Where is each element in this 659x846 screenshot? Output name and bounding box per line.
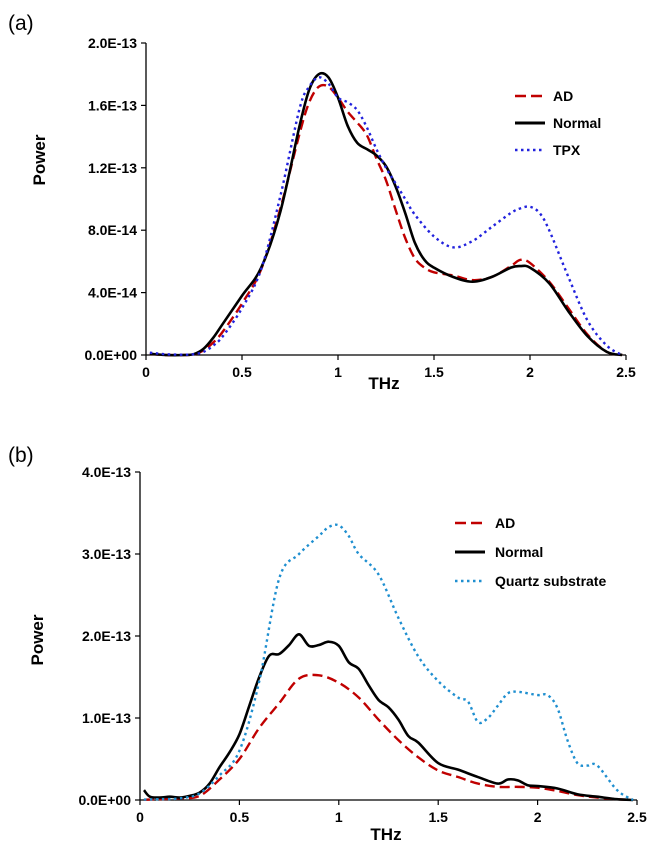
x-tick-label: 2: [526, 364, 534, 380]
x-tick-label: 1: [335, 809, 343, 825]
x-tick-label: 0.5: [232, 364, 252, 380]
y-tick-label: 8.0E-14: [88, 222, 137, 238]
x-tick-label: 2.5: [627, 809, 647, 825]
legend-label: TPX: [553, 142, 581, 158]
y-tick-label: 4.0E-14: [88, 285, 137, 301]
y-tick-label: 3.0E-13: [82, 546, 131, 562]
y-axis-title: Power: [28, 614, 47, 665]
panel-label: (b): [8, 444, 34, 467]
series-line-quartz-substrate: [143, 523, 634, 802]
x-axis-title: THz: [370, 825, 401, 844]
y-tick-label: 1.2E-13: [88, 160, 137, 176]
series-line-tpx: [149, 76, 623, 357]
y-tick-label: 1.6E-13: [88, 97, 137, 113]
x-tick-label: 2.5: [616, 364, 636, 380]
series-line-ad: [149, 83, 623, 357]
legend-label: Normal: [495, 544, 543, 560]
x-axis-title: THz: [368, 374, 399, 393]
chart-panel-a: (a) 0.0E+00 4.0E-14 8.0E-14 1.2E-13 1.6E-13 2.…: [8, 12, 636, 393]
x-tick-label: 2: [534, 809, 542, 825]
legend-label: AD: [553, 88, 573, 104]
series-line-normal: [142, 633, 634, 802]
y-tick-label: 0.0E+00: [84, 347, 137, 363]
legend-label: Quartz substrate: [495, 573, 606, 589]
y-axis-title: Power: [30, 134, 49, 185]
x-tick-label: 0: [136, 809, 144, 825]
chart-panel-b: (b) 0.0E+00 1.0E-13 2.0E-13 3.0E-13 4.0E-13 0 0…: [8, 444, 647, 844]
x-tick-label: 1.5: [424, 364, 444, 380]
x-tick-label: 0: [142, 364, 150, 380]
series-line-normal: [149, 71, 623, 357]
x-tick-label: 1.5: [428, 809, 448, 825]
x-tick-label: 1: [334, 364, 342, 380]
y-tick-label: 2.0E-13: [88, 35, 137, 51]
y-tick-label: 0.0E+00: [78, 792, 131, 808]
panel-label: (a): [8, 12, 34, 35]
legend-label: Normal: [553, 115, 601, 131]
y-tick-label: 1.0E-13: [82, 710, 131, 726]
y-tick-label: 2.0E-13: [82, 628, 131, 644]
y-tick-label: 4.0E-13: [82, 464, 131, 480]
series-line-ad: [143, 673, 634, 802]
x-tick-label: 0.5: [230, 809, 250, 825]
legend-label: AD: [495, 515, 515, 531]
